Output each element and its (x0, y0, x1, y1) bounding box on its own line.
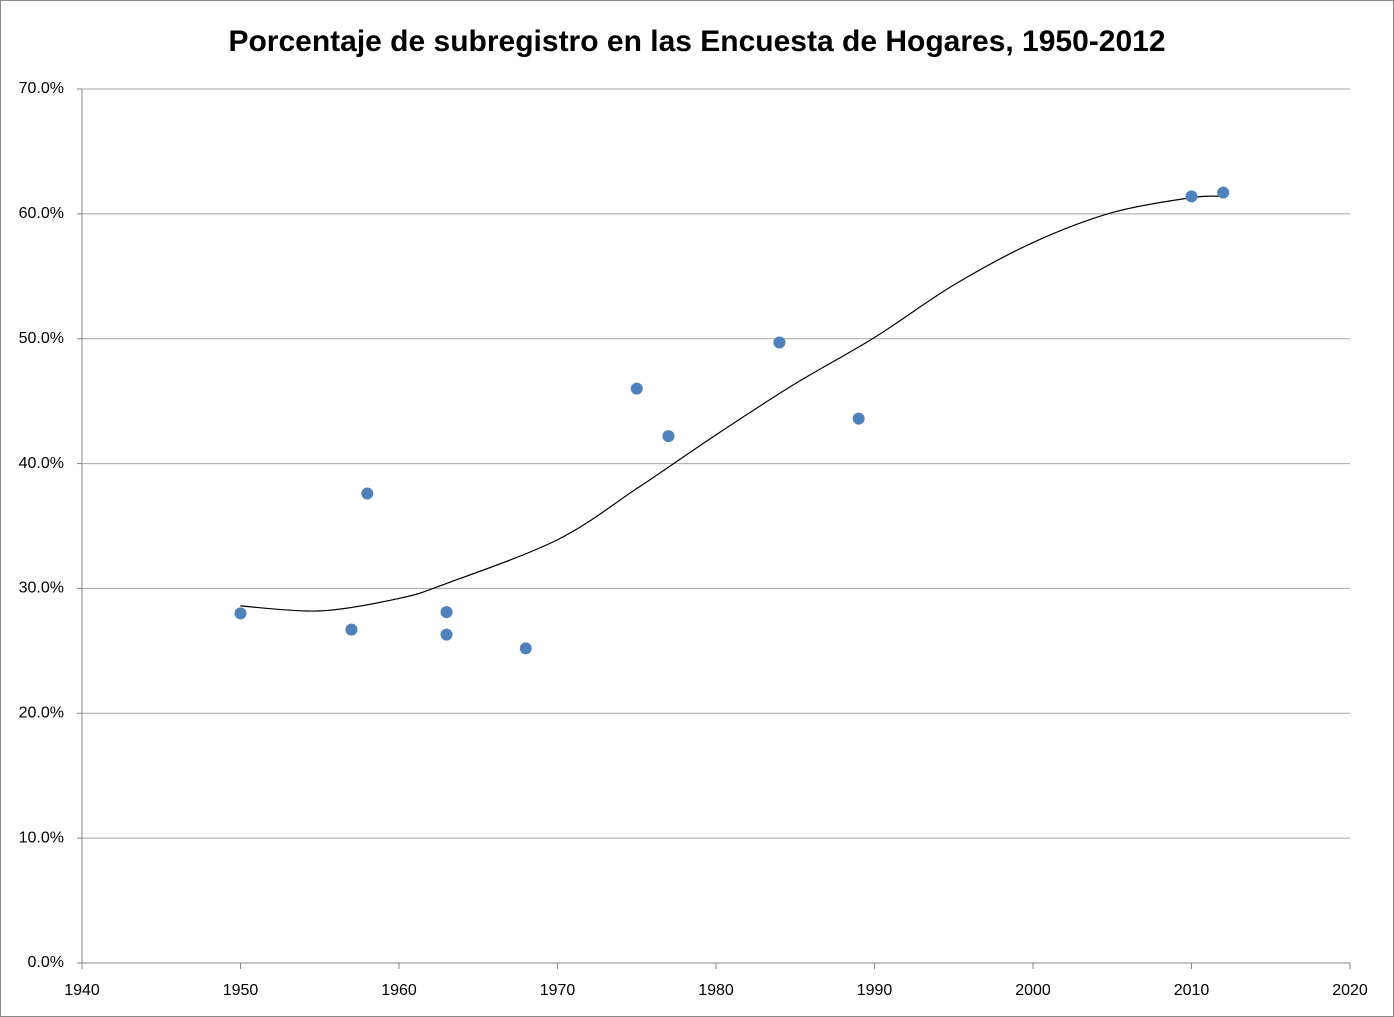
x-tick-label: 1990 (857, 982, 893, 999)
data-point (852, 412, 865, 425)
data-point (440, 628, 453, 641)
data-point (662, 430, 675, 443)
y-tick-label: 50.0% (19, 330, 64, 347)
data-point (440, 606, 453, 619)
y-tick-label: 70.0% (19, 80, 64, 97)
chart-title: Porcentaje de subregistro en las Encuest… (228, 25, 1165, 58)
y-tick-label: 20.0% (19, 705, 64, 722)
y-tick-label: 40.0% (19, 455, 64, 472)
x-tick-label: 1950 (223, 982, 259, 999)
x-tick-label: 1940 (64, 982, 100, 999)
data-point (234, 607, 247, 620)
trendline (240, 195, 1224, 612)
data-point (773, 336, 786, 349)
y-tick-label: 0.0% (28, 954, 64, 971)
y-tick-label: 10.0% (19, 829, 64, 846)
x-tick-label: 1980 (698, 982, 734, 999)
data-point (1185, 190, 1198, 203)
data-point (1217, 186, 1230, 199)
data-point (519, 642, 532, 655)
x-tick-label: 2010 (1174, 982, 1210, 999)
x-tick-label: 2000 (1015, 982, 1051, 999)
y-tick-label: 30.0% (19, 580, 64, 597)
x-tick-label: 2020 (1332, 982, 1368, 999)
y-tick-label: 60.0% (19, 205, 64, 222)
data-point (345, 623, 358, 636)
x-tick-label: 1960 (381, 982, 417, 999)
data-point (630, 382, 643, 395)
data-point (361, 487, 374, 500)
x-tick-label: 1970 (540, 982, 576, 999)
